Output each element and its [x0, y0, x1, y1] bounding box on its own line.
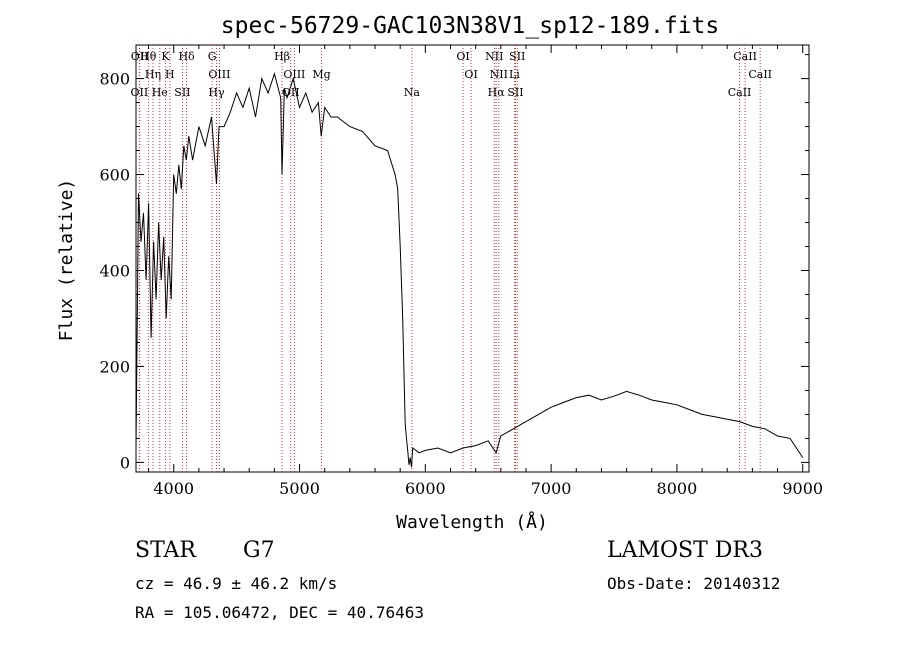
y-tick-label: 800	[99, 70, 130, 89]
line-label: Mg	[312, 68, 330, 81]
object-class: STAR	[135, 538, 196, 563]
y-axis-ticks: 0 200 400 600 800	[99, 54, 809, 472]
line-label: He	[152, 86, 168, 99]
spectrum-line	[135, 72, 804, 468]
survey-name: LAMOST DR3	[607, 538, 763, 563]
x-axis-ticks: 4000 5000 6000 7000 8000 9000	[148, 45, 823, 498]
line-label: OI	[464, 68, 477, 81]
line-label: Hη	[145, 68, 161, 81]
line-label: H	[165, 68, 175, 81]
line-label: Hδ	[178, 50, 195, 63]
line-label: CaII	[748, 68, 772, 81]
y-axis-label: Flux (relative)	[56, 179, 77, 342]
x-tick-label: 6000	[405, 479, 446, 498]
x-tick-label: 9000	[782, 479, 823, 498]
line-label: NII	[485, 50, 503, 63]
x-tick-label: 5000	[279, 479, 320, 498]
emission-line-markers	[138, 45, 761, 472]
x-axis-label: Wavelength (Å)	[396, 511, 548, 533]
line-label: OI	[456, 50, 469, 63]
line-label: NII	[490, 68, 508, 81]
redshift-value: cz = 46.9 ± 46.2 km/s	[135, 574, 338, 593]
line-label: SII	[174, 86, 190, 99]
observation-date: Obs-Date: 20140312	[607, 574, 781, 593]
y-tick-label: 200	[99, 357, 130, 376]
x-tick-label: 8000	[657, 479, 698, 498]
x-tick-label: 4000	[153, 479, 194, 498]
y-tick-label: 0	[120, 453, 130, 472]
line-label: SII	[507, 86, 523, 99]
line-label: CaII	[733, 50, 757, 63]
plot-frame	[135, 44, 810, 473]
line-label: SII	[509, 50, 525, 63]
line-label: OIII	[208, 68, 230, 81]
line-label: OIII	[283, 68, 305, 81]
line-label: K	[161, 50, 170, 63]
emission-line-labels: Hθ Hη He KH SII Hδ OIII Hγ G OIII OII Hβ Mg Na OI OI Hα N…	[131, 50, 772, 99]
chart-title: spec-56729-GAC103N38V1_sp12-189.fits	[221, 13, 720, 39]
line-label: Li	[509, 68, 520, 81]
coordinates: RA = 105.06472, DEC = 40.76463	[135, 603, 424, 622]
y-tick-label: 600	[99, 166, 130, 185]
spectral-subclass: G7	[243, 538, 275, 563]
line-label: Hθ	[140, 50, 157, 63]
y-tick-label: 400	[99, 261, 130, 280]
spectrum-chart: spec-56729-GAC103N38V1_sp12-189.fits HθH…	[56, 13, 823, 533]
x-tick-label: 7000	[531, 479, 572, 498]
line-label: Hβ	[274, 50, 290, 63]
line-label: Hγ	[208, 86, 225, 99]
line-label: CaII	[728, 86, 752, 99]
line-label: G	[208, 50, 217, 63]
line-label: OII	[131, 86, 149, 99]
line-label: Hα	[488, 86, 506, 99]
line-label: OII	[131, 50, 149, 63]
line-label: Na	[404, 86, 421, 99]
